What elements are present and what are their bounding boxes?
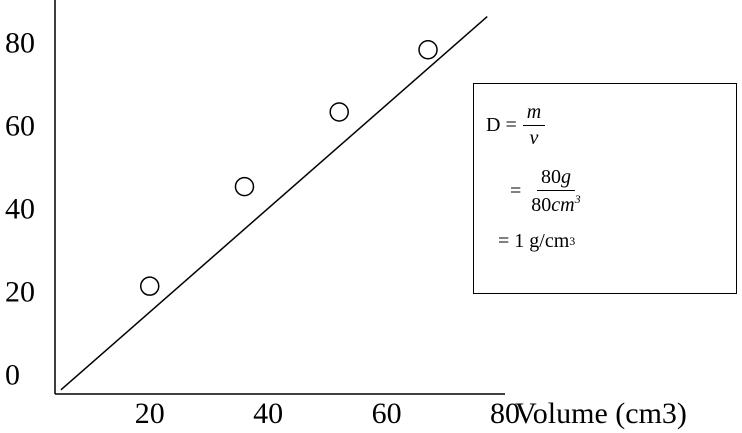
formula-denominator-80cm3: 80cm3: [531, 192, 581, 216]
formula-result: = 1 g/cm: [498, 230, 570, 252]
data-points: [139, 40, 438, 296]
x-axis-title: Volume (cm3): [515, 397, 687, 430]
formula-numerator-m: m: [522, 102, 546, 126]
x-tick-label: 80: [490, 397, 520, 430]
formula-line-2: = 80g 80cm3: [510, 167, 585, 216]
y-tick-labels: 0 20 40 60 80: [5, 26, 35, 391]
x-tick-labels: 20 40 60 80: [135, 397, 520, 430]
y-tick-label: 40: [5, 192, 35, 225]
best-fit-line: [60, 16, 488, 391]
y-tick-label: 80: [5, 26, 35, 59]
formula-fraction-values: 80g 80cm3: [527, 167, 584, 216]
formula-line-3: = 1 g/cm 3: [498, 230, 575, 253]
data-point: [329, 102, 349, 122]
data-point: [234, 176, 255, 197]
y-tick-label: 0: [5, 358, 20, 391]
x-tick-label: 20: [135, 397, 165, 430]
x-tick-label: 60: [372, 397, 402, 430]
formula-fraction-mv: m v: [522, 102, 546, 149]
x-tick-label: 40: [253, 397, 283, 430]
best-fit-line-group: [60, 16, 488, 391]
data-point: [139, 276, 160, 296]
formula-denominator-v: v: [529, 127, 539, 149]
formula-line-1: D = m v: [486, 102, 546, 149]
data-point: [418, 40, 438, 60]
y-tick-label: 20: [5, 275, 35, 308]
formula-numerator-80g: 80g: [536, 167, 575, 191]
formula-lhs: D =: [486, 114, 517, 136]
y-tick-label: 60: [5, 109, 35, 142]
formula-equals: =: [510, 180, 522, 202]
density-formula-box: D = m v = 80g 80cm3 = 1 g/cm 3: [473, 83, 737, 294]
formula-result-exponent: 3: [569, 234, 576, 248]
